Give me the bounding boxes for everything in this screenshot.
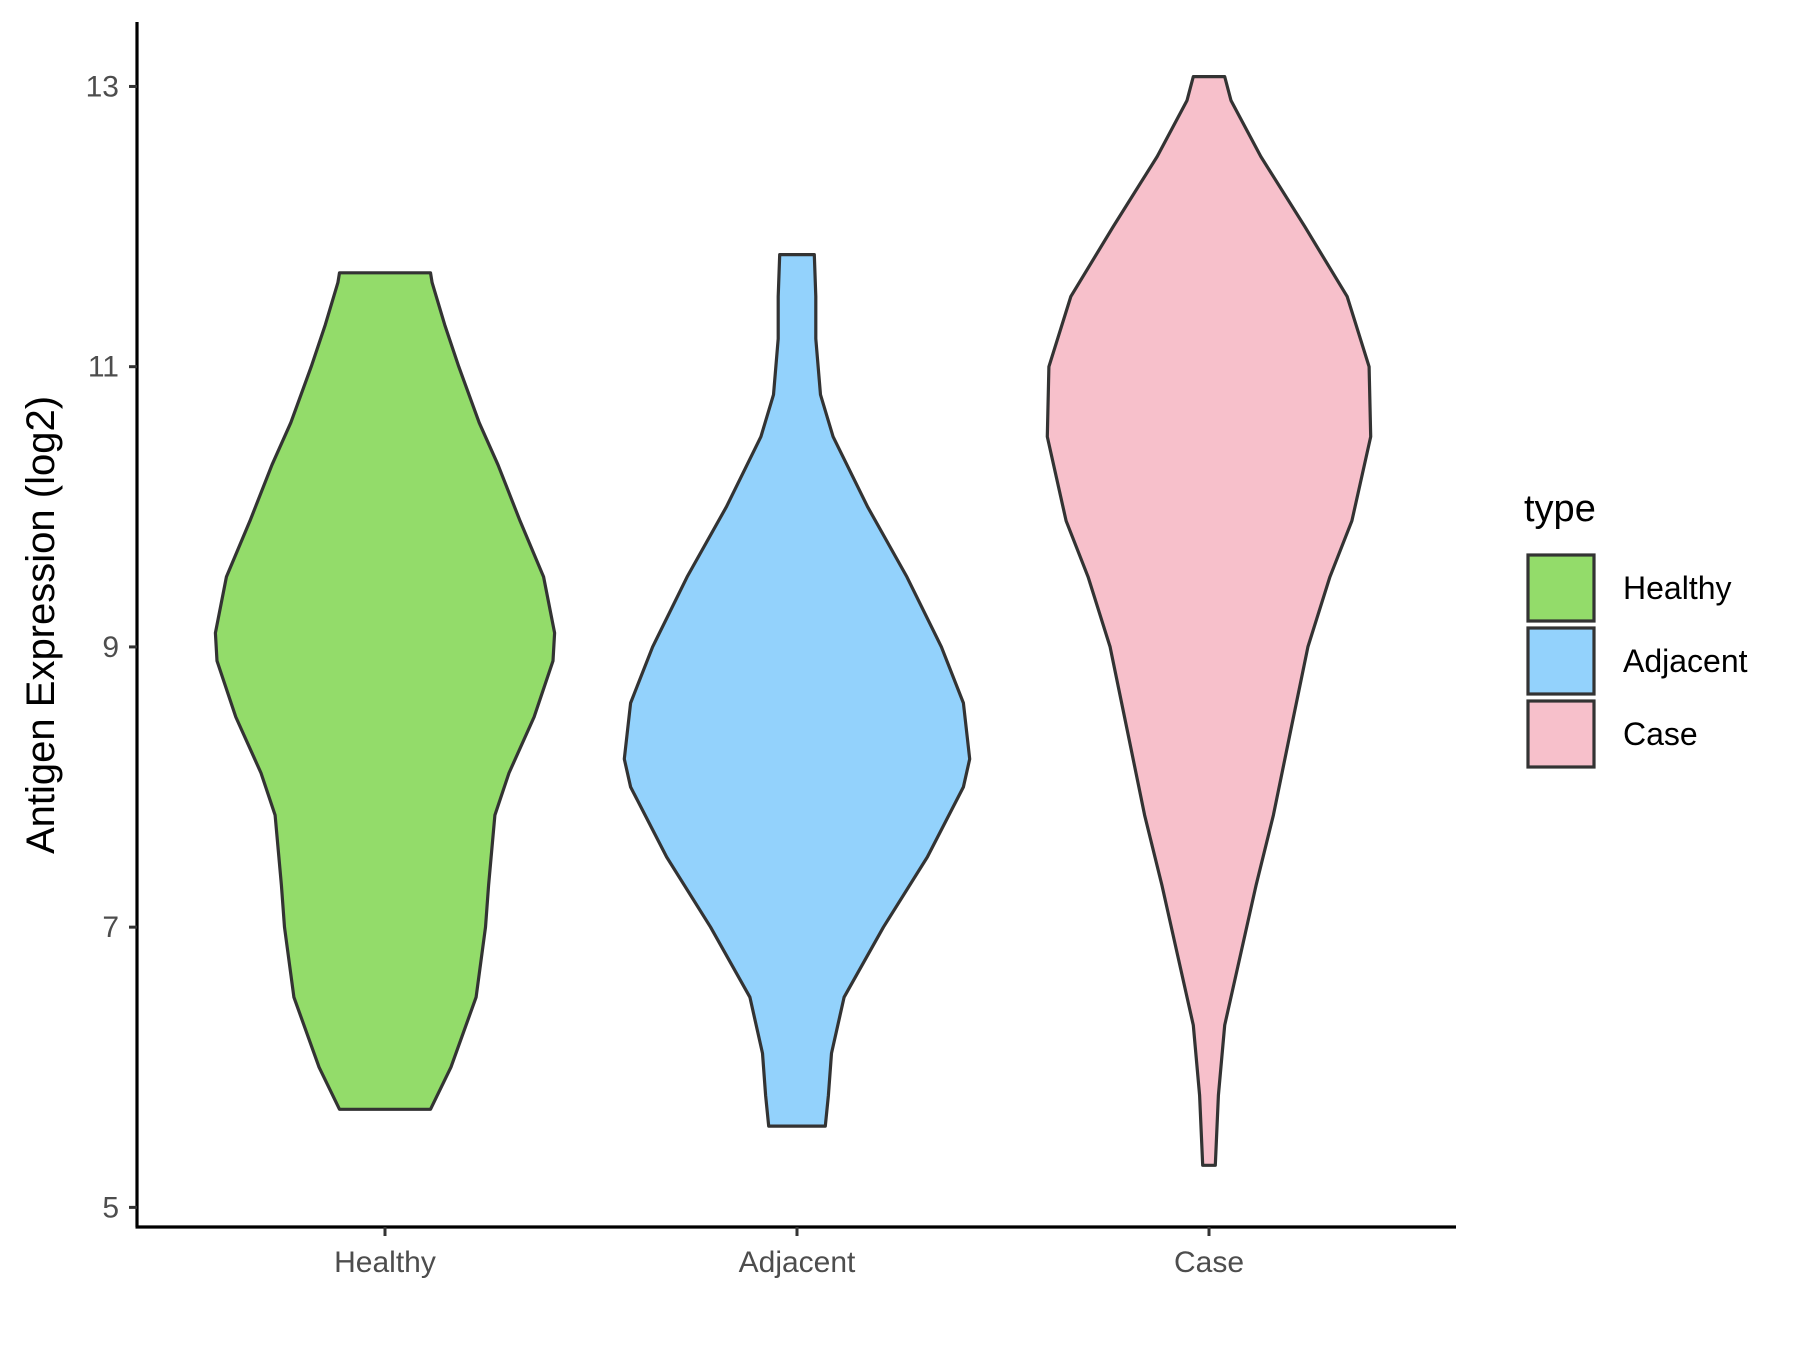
y-tick-label: 9 [102, 631, 119, 664]
x-tick-label: Adjacent [739, 1246, 856, 1279]
y-tick-label: 7 [102, 911, 119, 944]
y-tick-label: 5 [102, 1191, 119, 1224]
legend-label-adjacent: Adjacent [1623, 643, 1748, 679]
x-tick-label: Healthy [334, 1246, 436, 1279]
y-ticks-group: 5 7 9 11 13 [86, 70, 137, 1224]
violins-group [213, 75, 1373, 1167]
legend-key-adjacent [1526, 626, 1596, 696]
violin-adjacent [622, 253, 972, 1128]
y-tick-label: 13 [86, 70, 119, 103]
x-tick-label: Case [1174, 1246, 1244, 1279]
x-ticks-group: Healthy Adjacent Case [334, 1227, 1244, 1279]
legend: type Healthy Adjacent Case [1524, 488, 1748, 769]
violin-case [1045, 75, 1373, 1167]
y-tick-label: 11 [88, 351, 119, 384]
legend-title: type [1524, 488, 1596, 530]
legend-label-healthy: Healthy [1623, 570, 1732, 606]
legend-key-case [1526, 699, 1596, 769]
violin-healthy [213, 271, 557, 1111]
legend-key-healthy [1526, 553, 1596, 623]
y-axis-title: Antigen Expression (log2) [19, 396, 63, 854]
legend-label-case: Case [1623, 716, 1698, 752]
